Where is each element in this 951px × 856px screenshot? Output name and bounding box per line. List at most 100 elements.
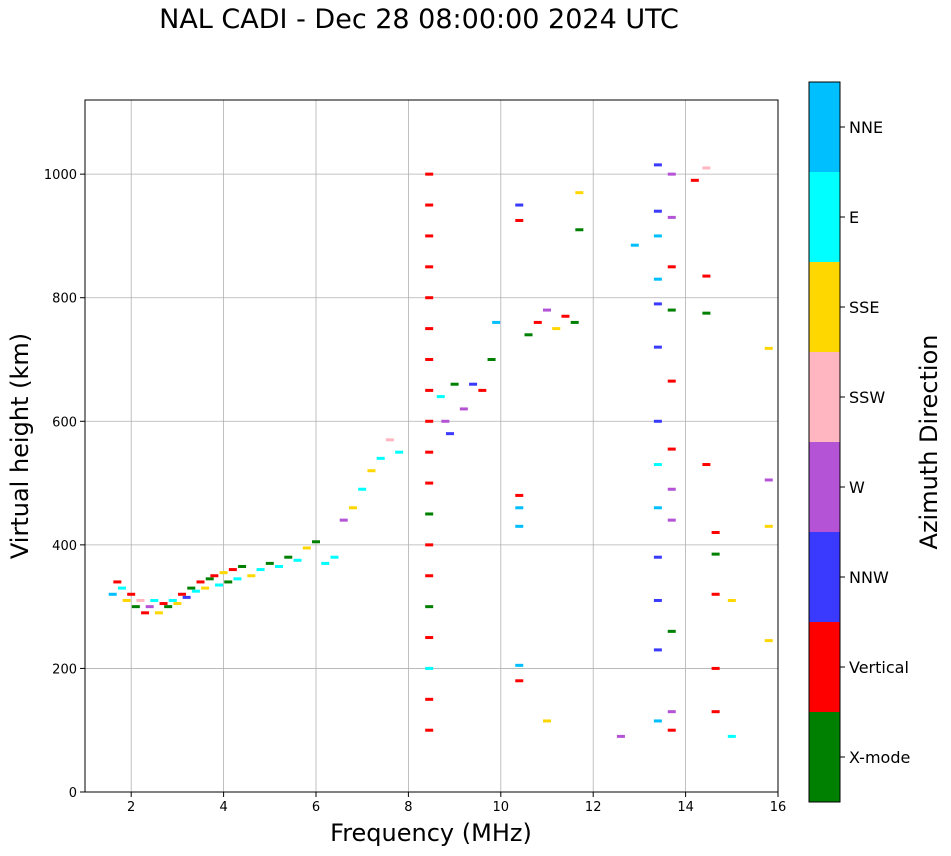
data-point xyxy=(425,172,434,176)
y-axis-label: Virtual height (km) xyxy=(6,333,34,559)
data-point xyxy=(425,419,434,423)
data-point xyxy=(702,166,711,170)
data-point xyxy=(653,506,662,510)
data-point xyxy=(515,663,524,667)
data-point xyxy=(524,333,533,337)
data-point xyxy=(459,407,468,411)
data-point xyxy=(425,358,434,361)
x-axis-label: Frequency (MHz) xyxy=(330,819,532,847)
data-point xyxy=(653,345,662,349)
data-point xyxy=(425,574,434,578)
colorbar-tick-label: Vertical xyxy=(849,658,909,677)
colorbar-tick-label: E xyxy=(849,208,859,227)
data-point xyxy=(425,234,434,238)
data-point xyxy=(711,531,720,534)
colorbar-frame xyxy=(808,81,841,803)
data-point xyxy=(159,602,168,606)
colorbar-tick-label: NNE xyxy=(849,118,883,137)
x-tick-label: 4 xyxy=(219,800,227,815)
data-point xyxy=(575,228,584,232)
x-tick-label: 6 xyxy=(312,800,320,815)
data-point xyxy=(256,568,265,572)
data-point xyxy=(653,598,662,602)
data-point xyxy=(667,710,676,714)
y-tick-label: 0 xyxy=(69,786,77,801)
colorbar-tick-label: SSW xyxy=(849,388,885,407)
data-point xyxy=(653,234,662,238)
data-point xyxy=(425,481,434,485)
data-point xyxy=(711,592,720,596)
data-point xyxy=(210,574,219,578)
data-point xyxy=(515,203,524,207)
data-point xyxy=(575,191,584,195)
data-point xyxy=(543,308,551,312)
data-point xyxy=(196,580,205,584)
data-point xyxy=(150,598,159,602)
data-point xyxy=(667,518,676,522)
data-point xyxy=(667,728,676,732)
data-point xyxy=(653,277,662,281)
data-point xyxy=(224,580,233,584)
data-point xyxy=(330,555,339,559)
data-point xyxy=(425,636,434,640)
data-point xyxy=(425,327,434,331)
data-point xyxy=(122,598,131,602)
data-point xyxy=(764,524,773,528)
data-point xyxy=(182,595,191,599)
series-group xyxy=(616,163,662,738)
data-point xyxy=(425,605,434,609)
colorbar-tick-label: SSE xyxy=(849,298,879,317)
data-point xyxy=(385,438,394,442)
data-point xyxy=(219,571,228,575)
data-point xyxy=(667,447,676,451)
data-point xyxy=(711,710,720,714)
data-point xyxy=(515,218,524,222)
series-group xyxy=(515,203,524,683)
data-point xyxy=(312,540,320,544)
data-point xyxy=(561,314,570,318)
data-point xyxy=(450,382,459,386)
data-point xyxy=(425,728,434,732)
data-point xyxy=(173,602,182,606)
data-point xyxy=(131,605,140,609)
data-point xyxy=(321,561,330,565)
data-point xyxy=(425,296,434,300)
data-point xyxy=(667,379,676,383)
data-point xyxy=(690,178,699,182)
colorbar-segment xyxy=(809,442,840,532)
data-point xyxy=(653,463,662,467)
data-point xyxy=(702,463,711,467)
data-point xyxy=(233,577,242,581)
data-point xyxy=(436,395,445,399)
data-point xyxy=(302,546,311,550)
data-point xyxy=(478,388,487,392)
data-point xyxy=(187,586,196,590)
data-point xyxy=(533,320,542,324)
data-point xyxy=(136,598,145,602)
data-point xyxy=(425,388,434,392)
data-point xyxy=(487,358,496,361)
data-point xyxy=(552,327,561,331)
data-point xyxy=(653,302,662,306)
y-tick-label: 200 xyxy=(52,662,77,677)
data-point xyxy=(711,666,720,670)
data-point xyxy=(425,512,434,516)
series-group xyxy=(425,172,434,732)
x-tick-label: 8 xyxy=(404,800,412,815)
data-point xyxy=(425,666,434,670)
data-point xyxy=(367,469,376,473)
data-point xyxy=(164,605,173,609)
data-point xyxy=(653,719,662,723)
data-point xyxy=(154,611,163,615)
series-group xyxy=(524,191,584,723)
colorbar-segment xyxy=(809,82,840,172)
colorbar-tick-label: NNW xyxy=(849,568,889,587)
data-points xyxy=(108,163,773,738)
data-point xyxy=(275,564,284,568)
x-tick-label: 10 xyxy=(493,800,510,815)
x-axis-ticks: 2 4 6 8 10 12 14 16 xyxy=(127,792,786,815)
data-point xyxy=(667,629,676,633)
data-point xyxy=(445,432,454,436)
y-axis-ticks: 0 200 400 600 800 1000 xyxy=(44,168,85,801)
